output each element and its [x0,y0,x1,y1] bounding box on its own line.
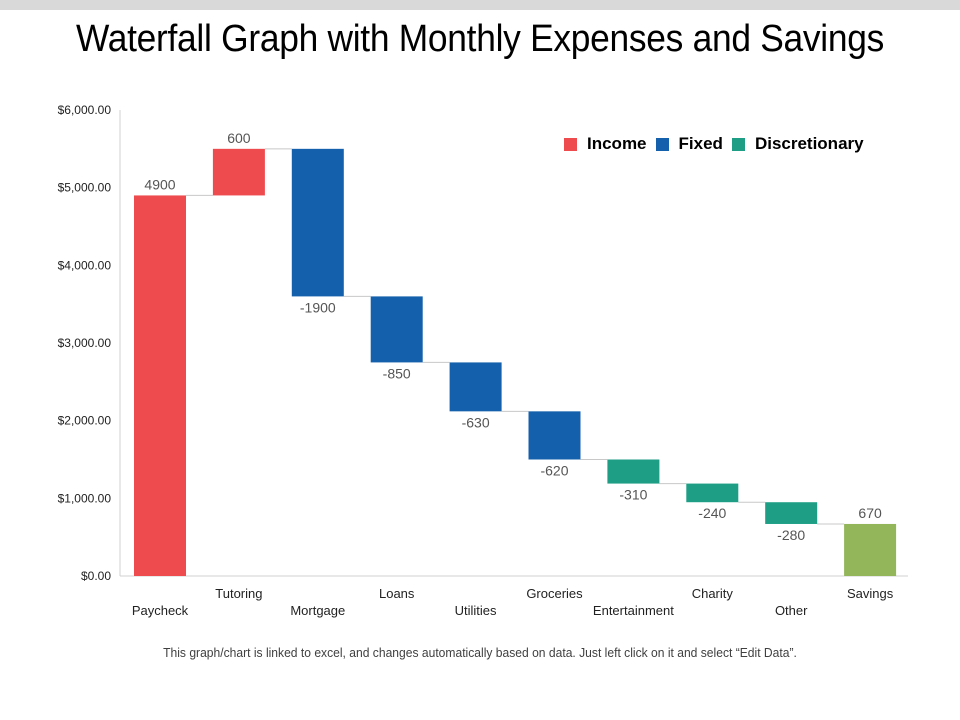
data-label: 670 [858,505,882,521]
legend-swatch-discretionary [731,137,745,151]
bar-paycheck [134,195,186,576]
page-title: Waterfall Graph with Monthly Expenses an… [75,18,885,60]
y-tick-label: $1,000.00 [58,491,112,505]
x-tick-label: Tutoring [215,586,262,601]
data-label: -1900 [300,299,336,315]
legend-label-fixed: Fixed [678,134,723,153]
data-label: -280 [777,527,805,543]
bar-other [765,502,818,524]
x-tick-label: Mortgage [290,603,345,618]
bar-groceries [528,411,581,460]
x-tick-label: Charity [692,586,734,601]
x-tick-label: Utilities [455,603,497,618]
legend-item-discretionary: Discretionary [731,134,864,154]
bar-tutoring [212,148,265,196]
bar-savings [844,523,897,576]
x-tick-label: Paycheck [132,603,189,618]
data-label: 4900 [144,176,175,192]
data-label: -310 [619,487,647,503]
connectors [186,148,845,525]
y-tick-label: $2,000.00 [58,414,112,428]
x-tick-labels: Paycheck Tutoring Mortgage Loans Utilities Gr… [132,586,894,618]
bars [134,148,897,576]
legend-swatch-income [564,137,577,151]
bar-charity [686,483,739,503]
x-tick-label: Other [775,603,808,618]
y-tick-label: $0.00 [81,569,111,583]
bar-mortgage [291,148,344,297]
bar-utilities [449,362,502,412]
axes: $0.00 $1,000.00 $2,000.00 $3,000.00 $4,000.0… [58,103,908,583]
y-tick-label: $3,000.00 [58,336,112,350]
legend-swatch-fixed [655,137,669,151]
footnote: This graph/chart is linked to excel, and… [163,645,797,660]
data-label: -630 [462,414,490,430]
x-tick-label: Groceries [526,586,583,601]
x-tick-label: Entertainment [593,603,674,618]
legend: Income Fixed Discretionary [564,134,873,154]
data-labels: 4900 600 -1900 -850 -630 -620 -310 -240 -280 670 [144,130,882,543]
legend-item-income: Income [564,134,647,154]
y-tick-label: $6,000.00 [58,103,112,117]
data-label: -850 [383,365,411,381]
data-label: -620 [540,463,568,479]
x-tick-label: Savings [847,586,894,601]
data-label: -240 [698,505,726,521]
data-label: 600 [227,130,251,146]
legend-label-income: Income [587,134,647,153]
bar-loans [370,296,423,363]
x-tick-label: Loans [379,586,415,601]
y-tick-label: $4,000.00 [58,258,112,272]
y-tick-label: $5,000.00 [58,181,112,195]
legend-item-fixed: Fixed [655,134,723,154]
top-bar [0,0,960,10]
bar-entertainment [607,459,660,484]
legend-label-discretionary: Discretionary [754,134,864,153]
